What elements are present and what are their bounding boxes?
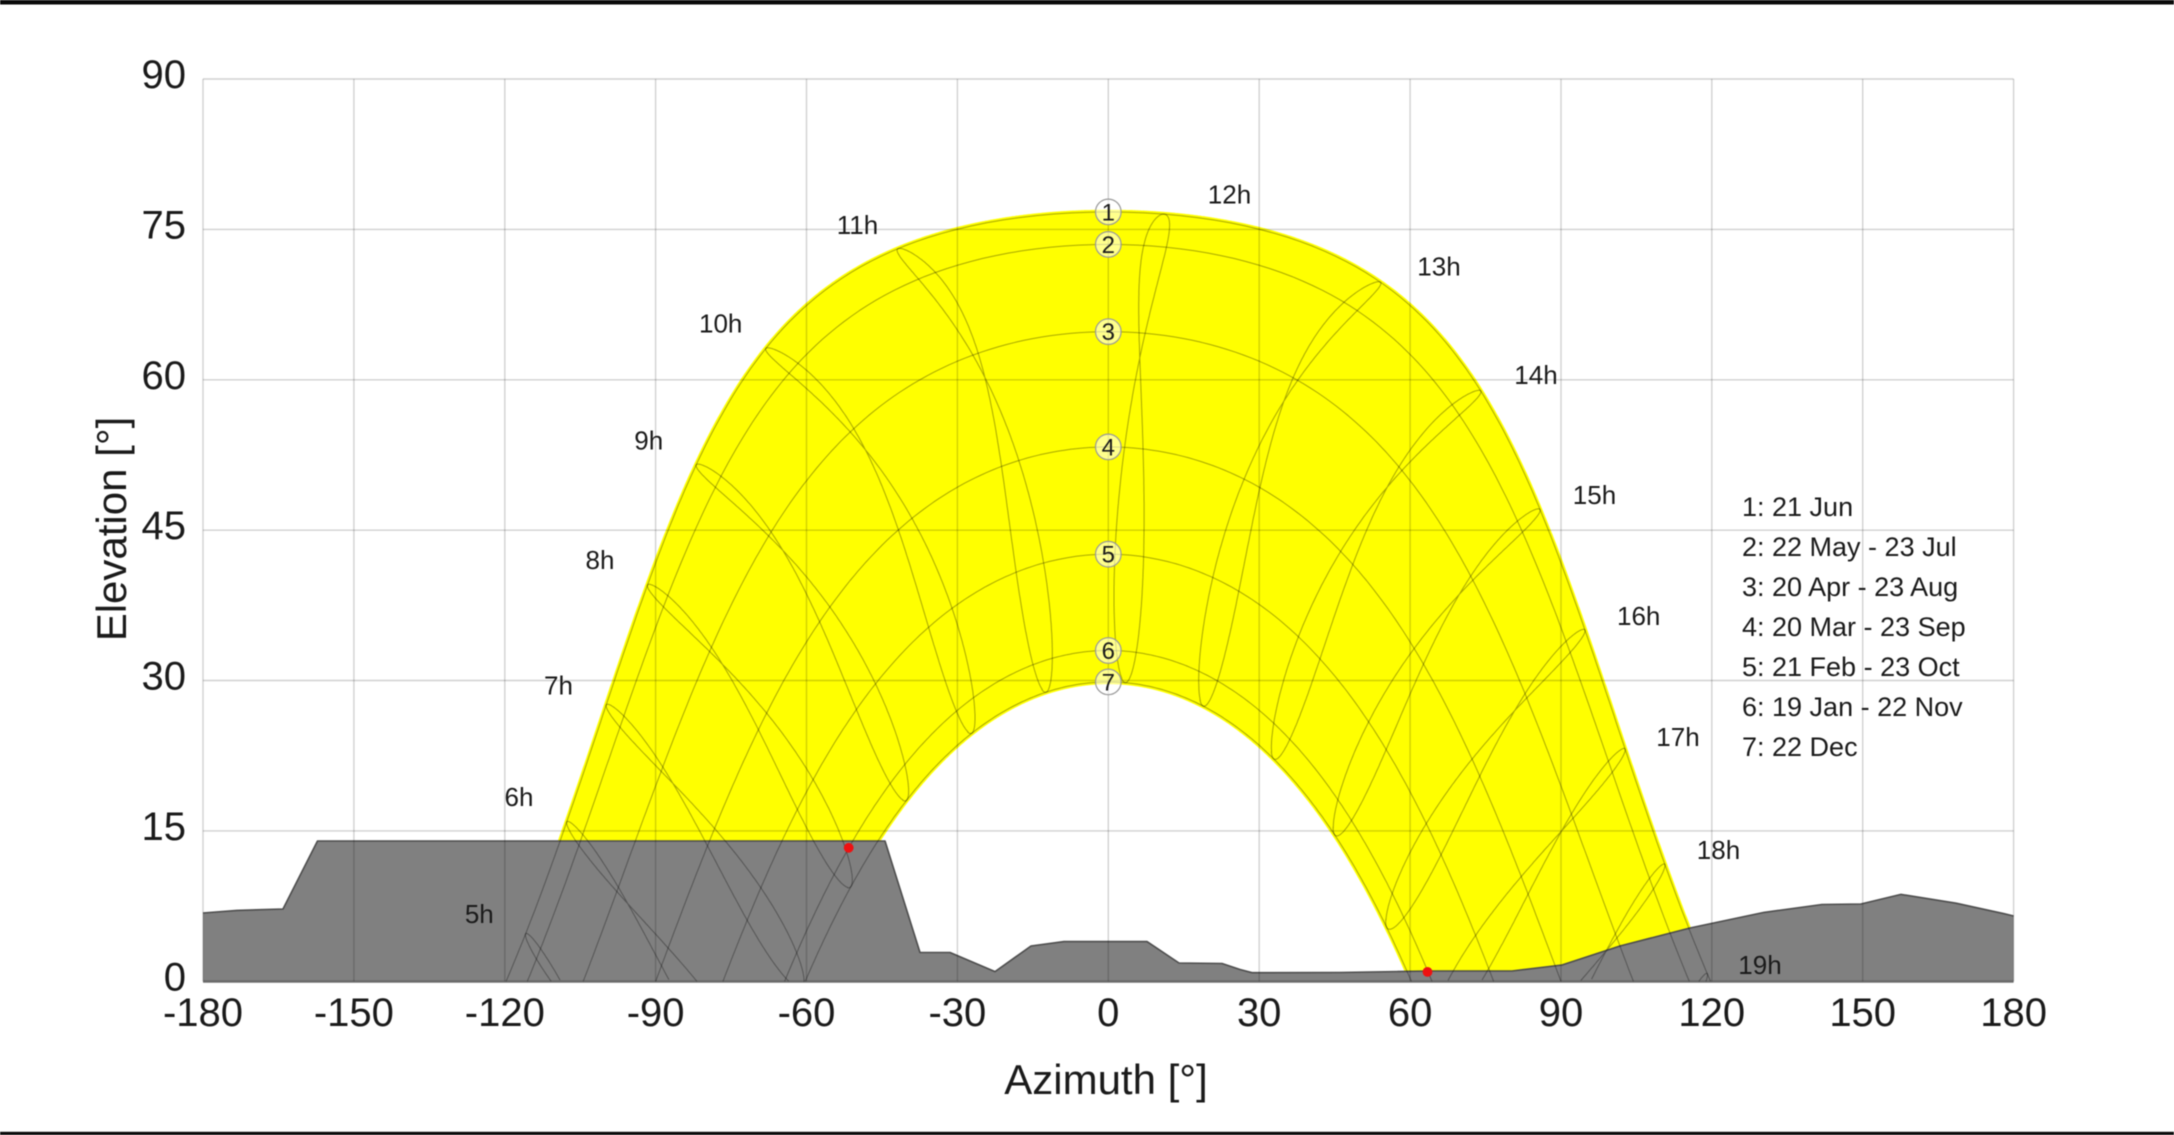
svg-text:19h: 19h [1738,950,1781,980]
svg-text:17h: 17h [1656,722,1699,752]
svg-text:60: 60 [1388,991,1433,1035]
svg-text:6: 19 Jan - 22 Nov: 6: 19 Jan - 22 Nov [1742,692,1963,722]
svg-text:-120: -120 [465,991,545,1035]
svg-text:7: 7 [1102,669,1115,696]
svg-text:-30: -30 [928,991,986,1035]
svg-text:5: 21 Feb - 23 Oct: 5: 21 Feb - 23 Oct [1742,652,1960,682]
svg-text:2: 22 May - 23 Jul: 2: 22 May - 23 Jul [1742,532,1957,562]
svg-text:16h: 16h [1617,601,1660,631]
svg-text:5: 5 [1102,542,1115,569]
svg-text:120: 120 [1678,991,1745,1035]
svg-text:9h: 9h [634,426,663,456]
svg-text:-180: -180 [163,991,243,1035]
svg-text:0: 0 [164,955,186,999]
svg-text:10h: 10h [699,309,742,339]
svg-text:150: 150 [1829,991,1896,1035]
svg-text:15: 15 [142,805,187,849]
svg-text:6h: 6h [505,782,534,812]
svg-text:18h: 18h [1697,835,1740,865]
svg-text:7: 22 Dec: 7: 22 Dec [1742,732,1858,762]
svg-text:90: 90 [142,53,187,97]
svg-text:13h: 13h [1417,252,1460,282]
svg-text:Elevation [°]: Elevation [°] [88,417,135,642]
svg-text:12h: 12h [1208,180,1251,210]
svg-text:3: 20 Apr - 23 Aug: 3: 20 Apr - 23 Aug [1742,572,1958,602]
svg-text:11h: 11h [837,210,878,240]
svg-text:60: 60 [142,354,187,398]
svg-text:5h: 5h [465,899,494,929]
svg-text:8h: 8h [586,545,615,575]
svg-text:3: 3 [1102,319,1115,346]
svg-text:180: 180 [1980,991,2047,1035]
svg-text:45: 45 [142,504,187,548]
svg-text:0: 0 [1097,991,1119,1035]
svg-text:2: 2 [1102,232,1115,259]
svg-text:7h: 7h [544,671,573,701]
svg-text:75: 75 [142,203,187,247]
svg-text:14h: 14h [1514,360,1557,390]
svg-text:Azimuth [°]: Azimuth [°] [1004,1056,1208,1103]
svg-text:15h: 15h [1573,480,1616,510]
svg-text:30: 30 [1237,991,1282,1035]
svg-text:6: 6 [1102,638,1115,665]
svg-text:30: 30 [142,655,187,699]
svg-text:4: 4 [1102,434,1115,461]
svg-text:-90: -90 [627,991,685,1035]
svg-text:90: 90 [1539,991,1584,1035]
svg-text:-60: -60 [778,991,836,1035]
svg-text:-150: -150 [314,991,394,1035]
svg-text:4: 20 Mar - 23 Sep: 4: 20 Mar - 23 Sep [1742,612,1966,642]
svg-text:1: 1 [1102,199,1115,226]
svg-text:1: 21 Jun: 1: 21 Jun [1742,492,1853,522]
